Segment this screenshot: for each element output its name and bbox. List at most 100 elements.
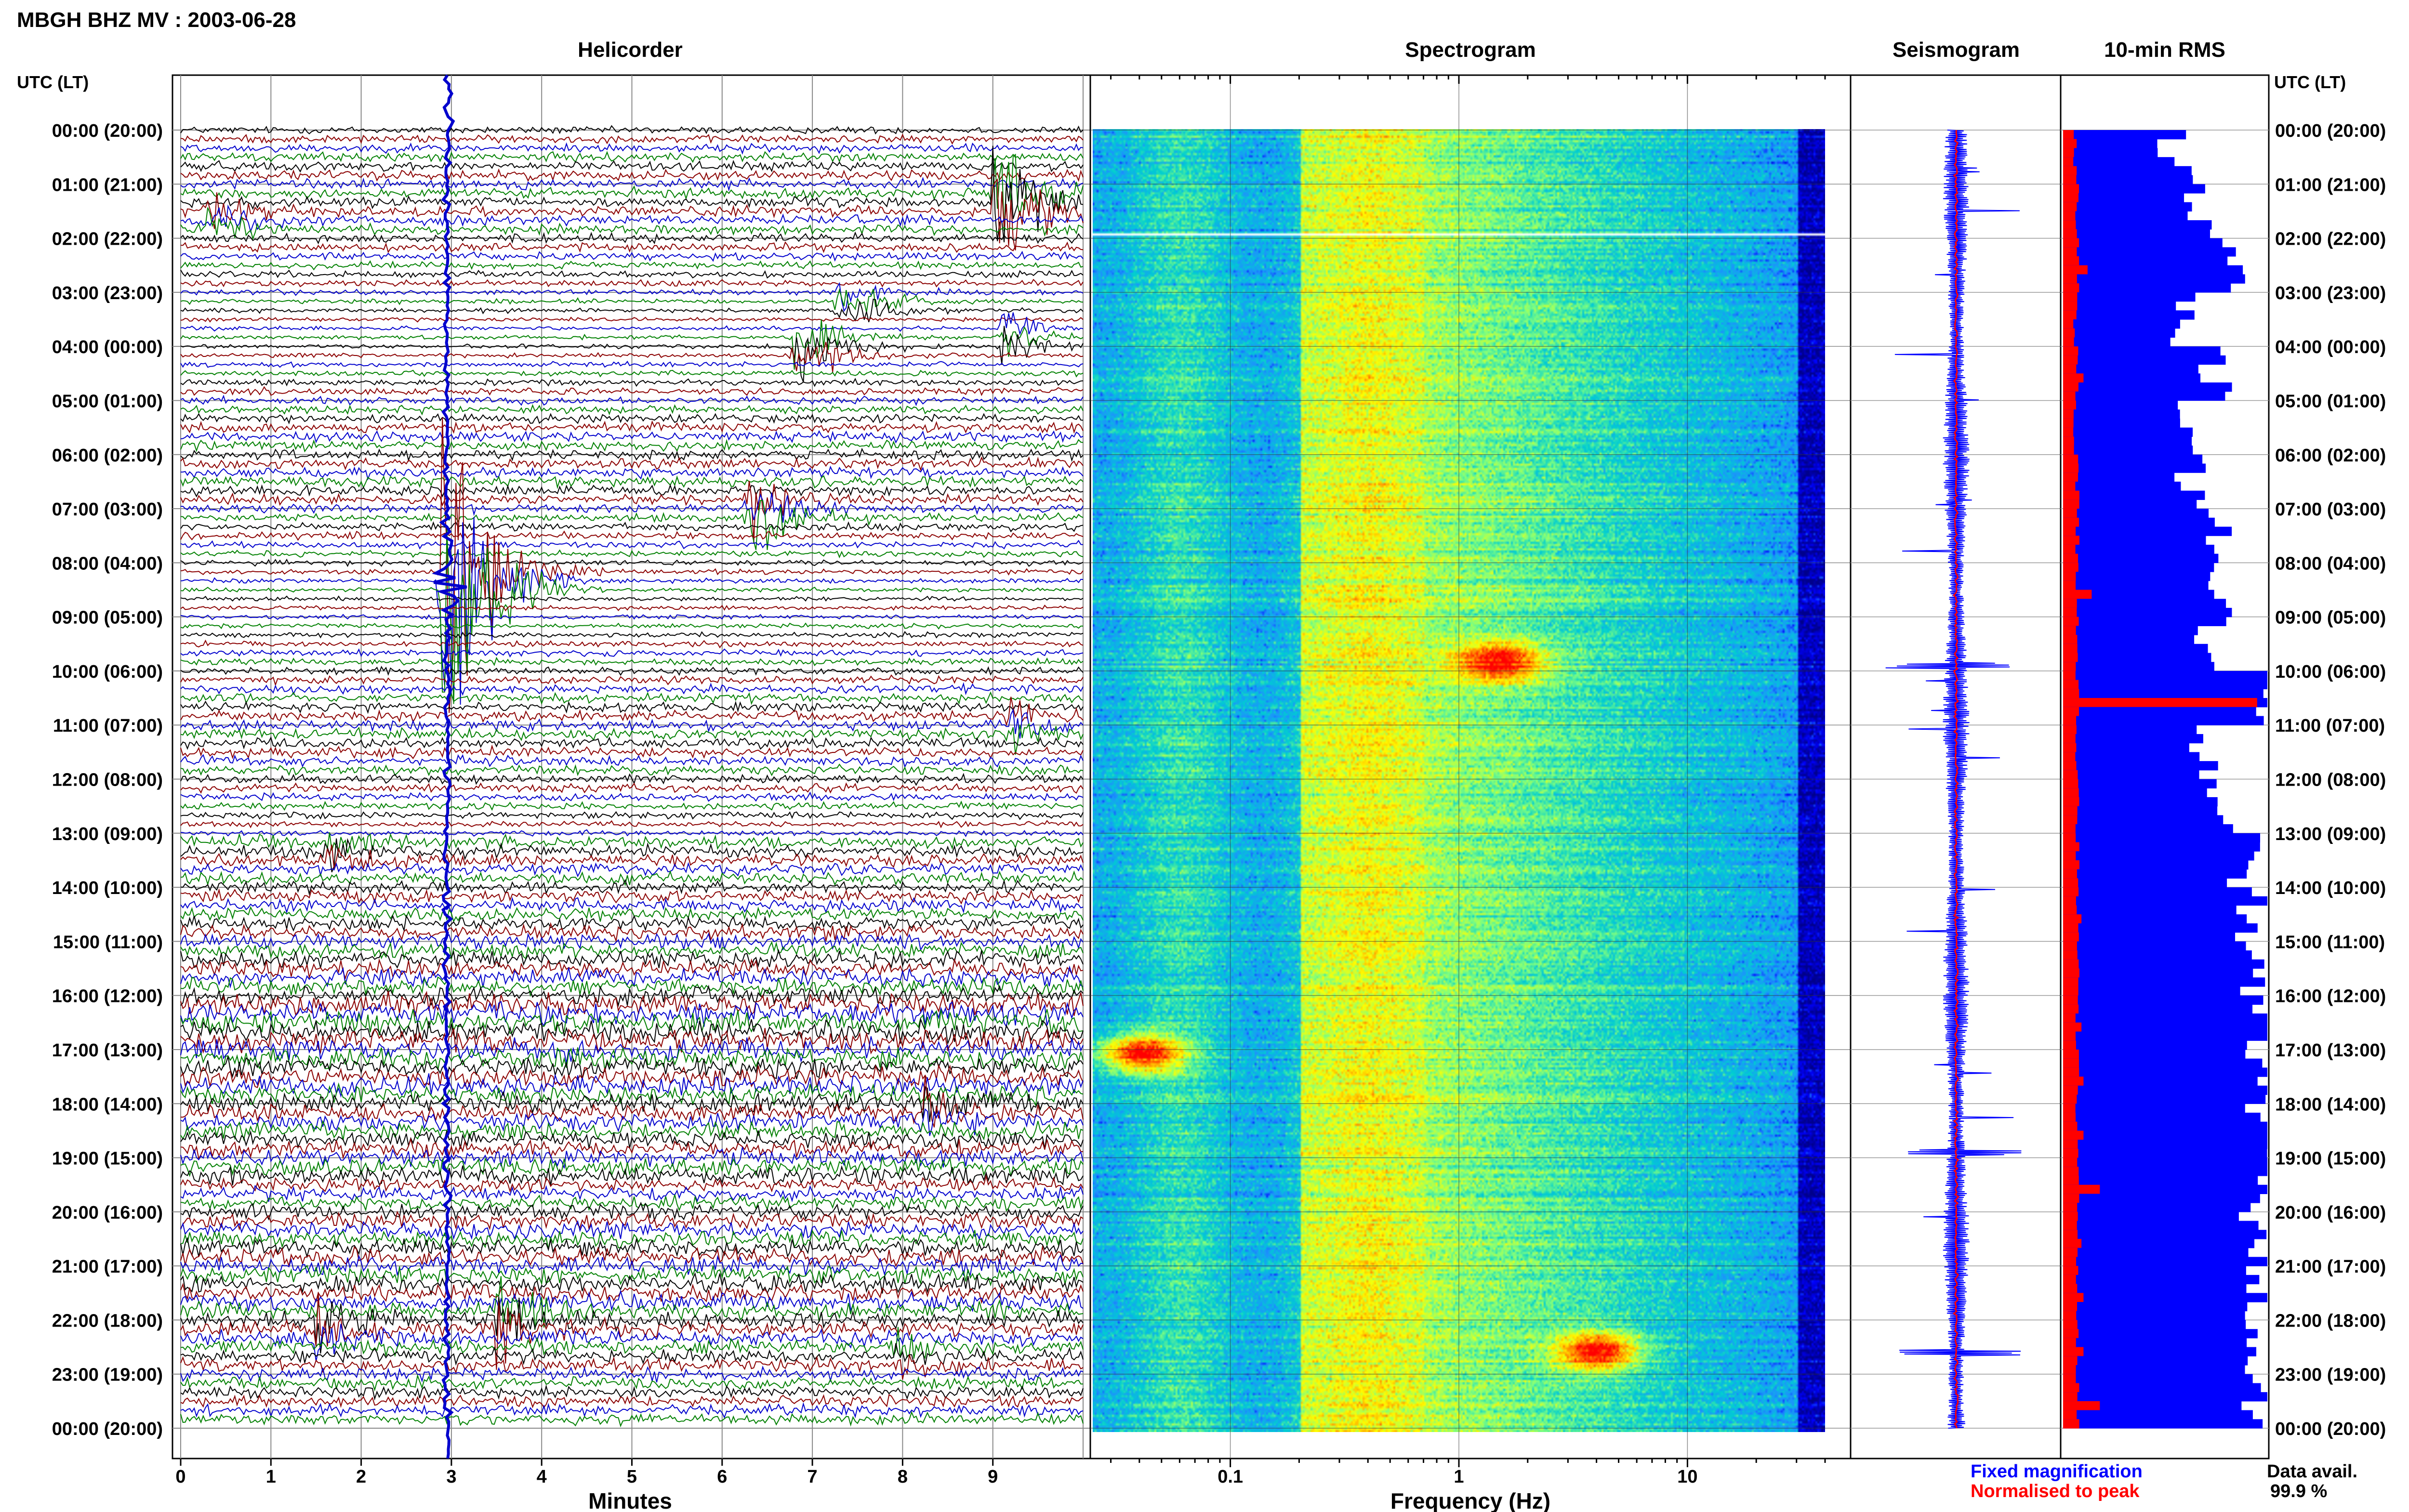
rms-bar-normalised [2063, 977, 2078, 987]
rms-bar-normalised [2063, 1148, 2078, 1158]
rms-bar-normalised [2063, 968, 2079, 978]
rms-bar-fixed [2063, 1121, 2267, 1131]
helicorder-trace [180, 682, 1084, 696]
helicorder-trace [180, 999, 1084, 1028]
y-tick-label-right: 00:00 (20:00) [2275, 121, 2386, 141]
rms-bar-fixed [2063, 923, 2258, 933]
rms-bar-normalised [2063, 1311, 2077, 1321]
rms-bar-fixed [2063, 806, 2218, 815]
rms-bar-fixed [2063, 229, 2210, 239]
helicorder-large-event [432, 74, 467, 1459]
rms-bar-fixed [2063, 707, 2256, 717]
helicorder-trace [180, 125, 1084, 135]
rms-bar-normalised [2063, 481, 2076, 491]
y-tick-label-right: 12:00 (08:00) [2275, 770, 2386, 790]
helicorder-trace [180, 763, 1084, 776]
rms-bar-fixed [2063, 653, 2211, 662]
rms-bar-normalised [2063, 1230, 2078, 1239]
rms-bar-normalised [2063, 526, 2076, 536]
rms-bar-fixed [2063, 941, 2246, 951]
rms-bars [2063, 130, 2267, 1429]
legend-fixed-magnification: Fixed magnification [1971, 1461, 2143, 1482]
helicorder-x-tick-label: 9 [988, 1467, 998, 1487]
rms-bar-normalised [2063, 680, 2079, 689]
rms-bar-fixed [2063, 689, 2263, 698]
helicorder-trace [180, 976, 1084, 998]
rms-bar-fixed [2063, 986, 2240, 996]
rms-bar-fixed [2063, 680, 2267, 689]
rms-bar-fixed [2063, 851, 2254, 861]
rms-bar-normalised [2063, 148, 2074, 158]
rms-bar-normalised [2063, 797, 2079, 807]
rms-bar-normalised [2063, 959, 2079, 969]
rms-bar-fixed [2063, 391, 2225, 401]
y-tick-label-right: 07:00 (03:00) [2275, 500, 2386, 520]
left-y-ticks: 00:00 (20:00) 01:00 (21:00) 02:00 (22:00) 0… [52, 121, 163, 1439]
rms-bar-fixed [2063, 860, 2249, 870]
rms-bar-normalised [2063, 454, 2078, 464]
helicorder-trace [180, 312, 1084, 336]
helicorder-trace [180, 278, 1084, 288]
helicorder-trace [180, 260, 1084, 271]
rms-bar-normalised [2063, 1031, 2076, 1041]
spectrogram-x-tick-label: 10 [1677, 1467, 1697, 1487]
rms-bar-normalised [2063, 1104, 2076, 1113]
rms-bar-fixed [2063, 761, 2218, 771]
rms-bar-normalised [2063, 1040, 2076, 1050]
rms-bar-normalised [2063, 1203, 2078, 1212]
helicorder-trace [180, 394, 1084, 407]
rms-bar-normalised [2063, 1248, 2078, 1258]
figure-title: MBGH BHZ MV : 2003-06-28 [17, 8, 296, 32]
helicorder-trace [180, 958, 1084, 980]
rms-bar-normalised [2063, 364, 2077, 374]
data-availability-value: 99.9 % [2270, 1481, 2327, 1501]
rms-bar-fixed [2063, 1238, 2255, 1249]
helicorder-trace [180, 269, 1084, 279]
rms-bar-normalised [2063, 1221, 2077, 1230]
rms-bar-fixed [2063, 1284, 2247, 1293]
rms-bar-normalised [2063, 1284, 2078, 1293]
helicorder-trace [180, 736, 1084, 750]
rms-bar-fixed [2063, 1022, 2267, 1032]
helicorder-trace [180, 159, 1084, 173]
rms-bar-normalised [2063, 815, 2078, 825]
helicorder-trace [180, 1411, 1084, 1428]
rms-bar-fixed [2063, 1230, 2267, 1239]
rms-bar-fixed [2063, 193, 2184, 203]
seismogram-normalised-trace [1952, 130, 1959, 1429]
rms-bar-normalised [2063, 617, 2079, 626]
rms-bar-normalised [2063, 157, 2074, 167]
rms-bar-fixed [2063, 887, 2252, 897]
helicorder-trace [180, 417, 1084, 713]
y-tick-label-right: 15:00 (11:00) [2275, 932, 2385, 952]
rms-bar-normalised [2063, 923, 2078, 933]
helicorder-trace [180, 151, 1084, 163]
y-tick-label-right: 13:00 (09:00) [2275, 824, 2386, 844]
rms-bar-fixed [2063, 382, 2232, 392]
y-tick-label-right: 14:00 (10:00) [2275, 878, 2386, 898]
rms-bar-normalised [2063, 1049, 2079, 1059]
helicorder-trace [180, 1297, 1084, 1354]
helicorder-trace [180, 666, 1084, 676]
rms-bar-normalised [2063, 806, 2078, 815]
rms-bar-normalised [2063, 536, 2079, 545]
rms-bar-normalised [2063, 1392, 2078, 1402]
rms-bar-normalised [2063, 770, 2078, 780]
rms-bar-fixed [2063, 319, 2180, 329]
rms-bar-normalised [2063, 1257, 2077, 1266]
helicorder-trace [180, 1289, 1084, 1313]
y-tick-label-left: 12:00 (08:00) [52, 770, 163, 790]
rms-bar-fixed [2063, 1184, 2267, 1195]
y-tick-label-left: 04:00 (00:00) [52, 337, 163, 357]
rms-bar-fixed [2063, 1085, 2267, 1095]
rms-bar-fixed [2063, 400, 2178, 410]
seismogram-fixed-trace [1885, 130, 2022, 1429]
helicorder-trace [180, 404, 1084, 416]
rms-bar-fixed [2063, 544, 2214, 554]
seismogram-title: Seismogram [1893, 38, 2020, 62]
helicorder-trace [180, 530, 1084, 541]
y-tick-label-right: 03:00 (23:00) [2275, 283, 2386, 303]
helicorder-trace [180, 386, 1084, 396]
helicorder-trace [180, 941, 1084, 960]
rms-bar-fixed [2063, 274, 2245, 284]
